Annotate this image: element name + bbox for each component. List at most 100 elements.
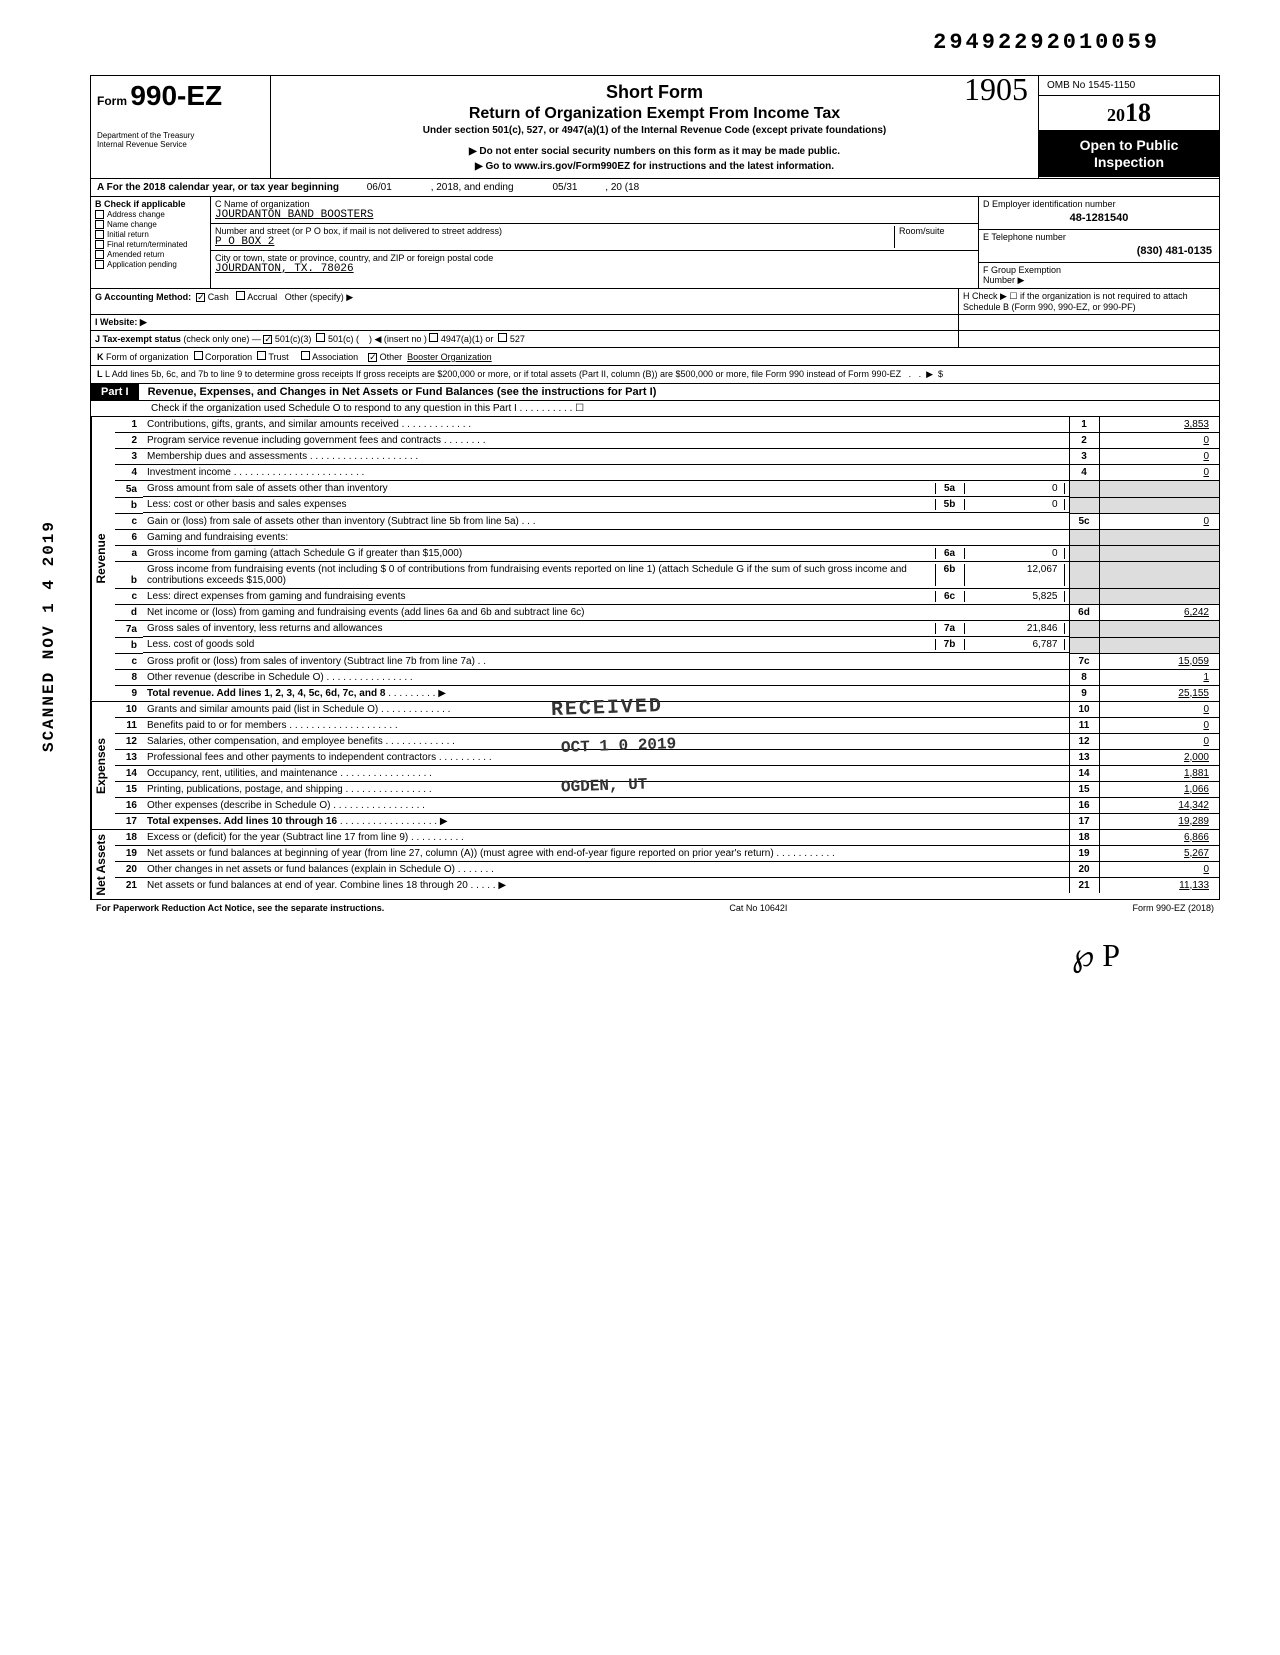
dept-irs: Internal Revenue Service — [97, 141, 264, 150]
line-k: K Form of organization Corporation Trust… — [91, 348, 1219, 366]
line-3-desc: Membership dues and assessments — [147, 451, 307, 462]
signature-initials: ℘ P — [90, 916, 1220, 974]
line-9-val: 25,155 — [1099, 685, 1219, 701]
room-suite-label: Room/suite — [894, 226, 974, 248]
ssn-warning: ▶ Do not enter social security numbers o… — [281, 146, 1028, 157]
expenses-side-label: Expenses — [91, 702, 115, 829]
form-990ez: Form 990-EZ Department of the Treasury I… — [90, 75, 1220, 900]
section-c-label: C Name of organization — [215, 199, 974, 209]
chk-cash[interactable] — [196, 293, 205, 302]
line-21-val: 11,133 — [1099, 877, 1219, 893]
lbl-name-change: Name change — [107, 220, 157, 229]
line-6c-desc: Less: direct expenses from gaming and fu… — [147, 591, 935, 602]
received-stamp: RECEIVED — [551, 695, 664, 722]
part-1-header: Part I Revenue, Expenses, and Changes in… — [91, 384, 1219, 401]
line-g-label: G Accounting Method: — [95, 292, 191, 302]
line-6b-val: 12,067 — [965, 564, 1065, 586]
line-a-text: A For the 2018 calendar year, or tax yea… — [97, 182, 339, 193]
line-j-tax-status: J Tax-exempt status (check only one) — 5… — [91, 331, 959, 347]
line-7b-val: 6,787 — [965, 639, 1065, 650]
paperwork-notice: For Paperwork Reduction Act Notice, see … — [96, 903, 384, 913]
chk-address-change[interactable] — [95, 210, 104, 219]
tax-year-begin: 06/01 — [367, 182, 392, 193]
lbl-amended-return: Amended return — [107, 250, 164, 259]
line-a-year-end: , 20 (18 — [605, 182, 639, 193]
line-15-val: 1,066 — [1099, 781, 1219, 797]
line-19-desc: Net assets or fund balances at beginning… — [147, 848, 774, 859]
line-20-desc: Other changes in net assets or fund bala… — [147, 864, 455, 875]
line-5a-val: 0 — [965, 483, 1065, 494]
net-assets-section: Net Assets 18Excess or (deficit) for the… — [91, 830, 1219, 900]
open-public-1: Open to Public — [1043, 137, 1215, 154]
chk-amended-return[interactable] — [95, 250, 104, 259]
part-1-title: Revenue, Expenses, and Changes in Net As… — [142, 386, 657, 398]
line-1-desc: Contributions, gifts, grants, and simila… — [147, 419, 399, 430]
line-5b-desc: Less: cost or other basis and sales expe… — [147, 499, 935, 510]
chk-accrual[interactable] — [236, 291, 245, 300]
chk-name-change[interactable] — [95, 220, 104, 229]
line-15-desc: Printing, publications, postage, and shi… — [147, 784, 343, 795]
revenue-side-label: Revenue — [91, 417, 115, 701]
line-2-desc: Program service revenue including govern… — [147, 435, 441, 446]
document-locator-number: 29492292010059 — [90, 30, 1220, 55]
line-17-val: 19,289 — [1099, 813, 1219, 829]
scanned-stamp: SCANNED NOV 1 4 2019 — [40, 520, 58, 752]
line-13-desc: Professional fees and other payments to … — [147, 752, 436, 763]
line-4-val: 0 — [1099, 465, 1219, 481]
lbl-app-pending: Application pending — [107, 260, 177, 269]
lbl-cash: Cash — [208, 292, 229, 302]
line-17-desc: Total expenses. Add lines 10 through 16 — [147, 816, 337, 827]
omb-number: OMB No 1545-1150 — [1039, 76, 1219, 96]
line-9-desc: Total revenue. Add lines 1, 2, 3, 4, 5c,… — [147, 688, 385, 699]
short-form-title: Short Form — [281, 82, 1028, 103]
section-d-label: D Employer identification number — [983, 199, 1215, 209]
line-a-mid: , 2018, and ending — [431, 182, 514, 193]
return-title: Return of Organization Exempt From Incom… — [281, 105, 1028, 123]
line-16-desc: Other expenses (describe in Schedule O) — [147, 800, 330, 811]
part-1-label: Part I — [91, 384, 139, 400]
line-6c-val: 5,825 — [965, 591, 1065, 602]
line-20-val: 0 — [1099, 861, 1219, 877]
line-11-val: 0 — [1099, 717, 1219, 733]
line-13-val: 2,000 — [1099, 749, 1219, 765]
org-city: JOURDANTON, TX. 78026 — [215, 263, 974, 275]
lbl-accrual: Accrual — [247, 292, 277, 302]
line-7a-desc: Gross sales of inventory, less returns a… — [147, 623, 935, 634]
form-footer: For Paperwork Reduction Act Notice, see … — [90, 900, 1220, 916]
line-5c-desc: Gain or (loss) from sale of assets other… — [147, 516, 519, 527]
form-version: Form 990-EZ (2018) — [1132, 903, 1214, 913]
phone-label: E Telephone number — [983, 232, 1215, 242]
chk-final-return[interactable] — [95, 240, 104, 249]
line-14-val: 1,881 — [1099, 765, 1219, 781]
org-address: P O BOX 2 — [215, 236, 894, 248]
org-name: JOURDANTON BAND BOOSTERS — [215, 209, 974, 221]
part-1-sub: Check if the organization used Schedule … — [91, 401, 1219, 417]
chk-initial-return[interactable] — [95, 230, 104, 239]
line-4-desc: Investment income — [147, 467, 231, 478]
chk-app-pending[interactable] — [95, 260, 104, 269]
tax-year-end: 05/31 — [552, 182, 577, 193]
ein: 48-1281540 — [983, 209, 1215, 227]
revenue-section: Revenue 1Contributions, gifts, grants, a… — [91, 417, 1219, 702]
line-18-val: 6,866 — [1099, 830, 1219, 846]
line-21-desc: Net assets or fund balances at end of ye… — [147, 880, 468, 891]
line-16-val: 14,342 — [1099, 797, 1219, 813]
line-i-website: I Website: ▶ — [91, 315, 959, 330]
instructions-link: ▶ Go to www.irs.gov/Form990EZ for instru… — [281, 161, 1028, 172]
cat-number: Cat No 10642I — [729, 903, 787, 913]
line-7a-val: 21,846 — [965, 623, 1065, 634]
lbl-address-change: Address change — [107, 210, 165, 219]
lbl-final-return: Final return/terminated — [107, 240, 187, 249]
line-6d-desc: Net income or (loss) from gaming and fun… — [147, 607, 584, 618]
line-h: H Check ▶ ☐ if the organization is not r… — [959, 289, 1219, 314]
addr-label: Number and street (or P O box, if mail i… — [215, 226, 894, 236]
line-11-desc: Benefits paid to or for members — [147, 720, 287, 731]
line-5b-val: 0 — [965, 499, 1065, 510]
ogden-stamp: OGDEN, UT — [561, 775, 648, 796]
line-2-val: 0 — [1099, 433, 1219, 449]
line-a-calendar-year: A For the 2018 calendar year, or tax yea… — [91, 179, 1219, 197]
line-6a-desc: Gross income from gaming (attach Schedul… — [147, 548, 935, 559]
form-header: Form 990-EZ Department of the Treasury I… — [91, 76, 1219, 179]
return-subtitle: Under section 501(c), 527, or 4947(a)(1)… — [281, 125, 1028, 136]
line-5c-val: 0 — [1099, 513, 1219, 529]
